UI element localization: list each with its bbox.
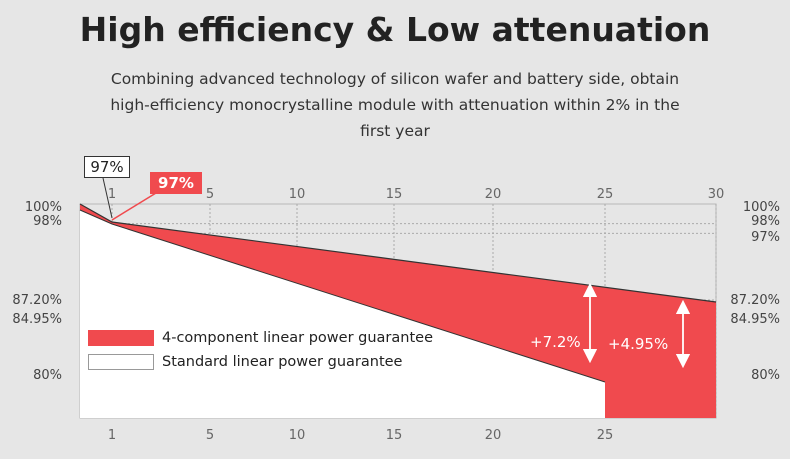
legend-swatch-red [88,330,154,346]
y-label-left-100%: 100% [25,200,62,215]
y-label-right-87.20%: 87.20% [730,293,780,308]
callout-leader-linear [111,192,157,221]
x-tick-top-20: 20 [485,187,502,202]
x-tick-top-25: 25 [597,187,614,202]
gain-label-year30: +4.95% [608,335,669,353]
gain-label-year25: +7.2% [530,333,581,351]
callout-leader-standard [102,177,113,219]
series-areas [79,203,717,418]
x-tick-top-10: 10 [289,187,306,202]
series-linear-area [80,204,716,418]
legend-label-linear: 4-component linear power guarantee [162,330,433,346]
legend-item-linear: 4-component linear power guarantee [88,327,433,349]
y-label-left-98%: 98% [33,214,62,229]
legend: 4-component linear power guarantee Stand… [88,327,433,375]
x-tick-bottom-15: 15 [386,428,403,443]
y-label-right-84.95%: 84.95% [730,312,780,327]
page-title: High efficiency & Low attenuation [79,10,711,49]
legend-item-standard: Standard linear power guarantee [88,351,433,373]
y-label-left-87.20%: 87.20% [12,293,62,308]
y-label-right-100%: 100% [743,200,780,215]
page-subtitle: Combining advanced technology of silicon… [110,70,680,140]
x-tick-top-1: 1 [108,187,116,202]
x-tick-bottom-10: 10 [289,428,306,443]
series-standard-line [79,209,606,383]
y-label-left-80%: 80% [33,368,62,383]
legend-label-standard: Standard linear power guarantee [162,354,403,370]
x-tick-top-15: 15 [386,187,403,202]
callout-standard-97: 97% [84,156,130,178]
series-standard-area [80,210,605,418]
series-linear-line [79,203,717,303]
legend-swatch-white [88,354,154,370]
x-tick-bottom-1: 1 [108,428,116,443]
gain-arrows [582,282,691,369]
x-tick-bottom-20: 20 [485,428,502,443]
x-tick-bottom-25: 25 [597,428,614,443]
x-tick-top-5: 5 [206,187,214,202]
y-label-right-80%: 80% [751,368,780,383]
axis-labels: 1 5 10 15 20 25 301 5 10 15 20 25100%98%87.20%84.95… [12,187,780,443]
y-label-right-98%: 98% [751,214,780,229]
callout-linear-97: 97% [150,172,202,194]
x-tick-bottom-5: 5 [206,428,214,443]
y-label-right-97%: 97% [751,230,780,245]
x-tick-top-30: 30 [708,187,725,202]
y-label-left-84.95%: 84.95% [12,312,62,327]
